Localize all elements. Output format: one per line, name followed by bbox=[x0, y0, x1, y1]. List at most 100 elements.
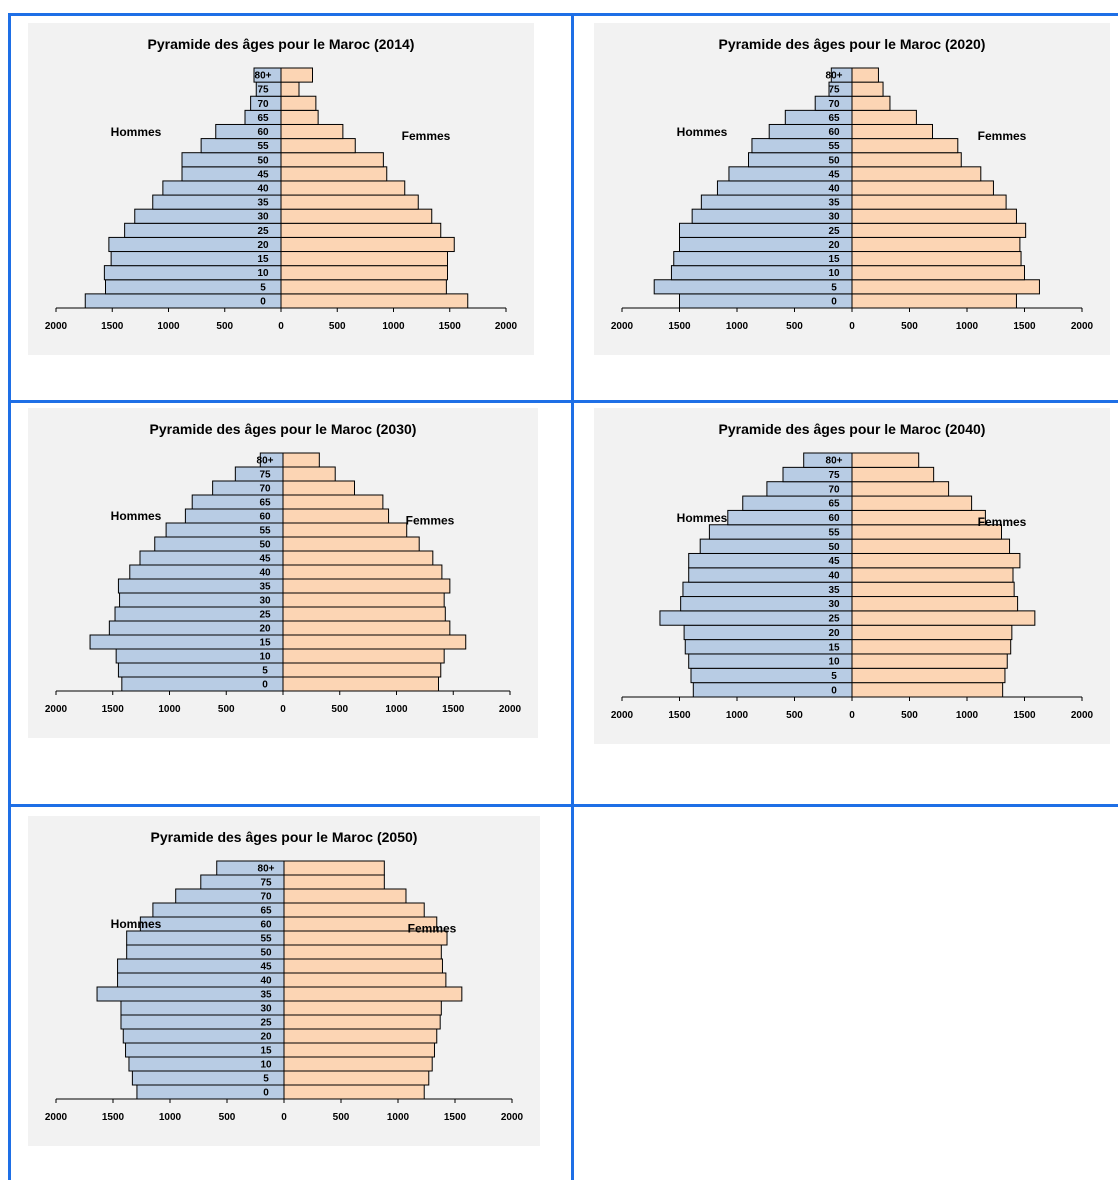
age-label: 65 bbox=[260, 906, 272, 917]
bar-femmes-35 bbox=[280, 194, 419, 210]
x-tick-label: 2000 bbox=[501, 1112, 524, 1123]
x-tick-label: 2000 bbox=[1071, 710, 1094, 721]
bar-femmes-30 bbox=[283, 1000, 442, 1016]
bar-femmes-40 bbox=[851, 180, 994, 196]
bar-femmes-60 bbox=[280, 123, 344, 140]
bar-femmes-30 bbox=[282, 592, 445, 608]
age-label: 15 bbox=[257, 254, 269, 265]
age-label: 80+ bbox=[826, 456, 843, 467]
bar-femmes-35 bbox=[283, 986, 463, 1002]
x-tick-label: 500 bbox=[218, 704, 235, 715]
bar-femmes-75 bbox=[851, 81, 884, 97]
age-label: 70 bbox=[828, 99, 840, 110]
bar-femmes-35 bbox=[851, 194, 1007, 210]
age-label: 5 bbox=[831, 282, 837, 293]
bar-hommes-20 bbox=[108, 236, 282, 253]
bar-femmes-15 bbox=[851, 639, 1012, 655]
age-label: 0 bbox=[262, 680, 268, 691]
bar-hommes-20 bbox=[683, 624, 853, 641]
x-tick-label: 1500 bbox=[101, 321, 124, 332]
bar-femmes-45 bbox=[282, 550, 434, 566]
age-label: 60 bbox=[828, 513, 840, 524]
bar-femmes-50 bbox=[851, 152, 962, 168]
age-label: 55 bbox=[260, 934, 272, 945]
age-label: 45 bbox=[828, 556, 840, 567]
chart-2050: Pyramide des âges pour le Maroc (2050) 0 5… bbox=[28, 816, 540, 1146]
x-tick-label: 500 bbox=[901, 710, 918, 721]
age-label: 80+ bbox=[255, 71, 272, 82]
bar-femmes-60 bbox=[851, 123, 933, 140]
age-label: 75 bbox=[828, 470, 840, 481]
chart-2014: Pyramide des âges pour le Maroc (2014) 0 5… bbox=[28, 23, 534, 355]
bar-femmes-75 bbox=[283, 874, 385, 890]
bar-femmes-5 bbox=[851, 279, 1040, 295]
bar-femmes-40 bbox=[283, 972, 447, 988]
age-label: 60 bbox=[828, 127, 840, 138]
bar-femmes-15 bbox=[851, 251, 1022, 267]
bar-femmes-0 bbox=[280, 293, 469, 309]
bar-hommes-35 bbox=[117, 578, 284, 594]
bar-hommes-0 bbox=[679, 293, 853, 309]
age-label: 50 bbox=[259, 540, 271, 551]
age-label: 35 bbox=[828, 198, 840, 209]
bar-femmes-80+ bbox=[280, 67, 313, 83]
bar-femmes-10 bbox=[280, 265, 448, 281]
bar-hommes-25 bbox=[114, 606, 284, 622]
bar-femmes-40 bbox=[282, 564, 443, 580]
bar-femmes-5 bbox=[851, 667, 1006, 684]
bar-femmes-0 bbox=[851, 293, 1017, 309]
age-label: 45 bbox=[259, 554, 271, 565]
bar-femmes-50 bbox=[280, 152, 384, 168]
age-label: 25 bbox=[828, 614, 840, 625]
grid-line-row2 bbox=[8, 804, 1118, 807]
age-label: 75 bbox=[257, 85, 269, 96]
x-tick-label: 1500 bbox=[1013, 321, 1036, 332]
hommes-label: Hommes bbox=[111, 509, 162, 523]
age-label: 40 bbox=[260, 976, 272, 987]
bar-femmes-65 bbox=[282, 494, 384, 510]
bar-hommes-65 bbox=[784, 109, 853, 125]
x-tick-label: 1500 bbox=[1013, 710, 1036, 721]
age-label: 45 bbox=[828, 169, 840, 180]
grid-line-left bbox=[8, 13, 11, 1180]
x-tick-label: 1500 bbox=[442, 704, 465, 715]
femmes-label: Femmes bbox=[402, 129, 451, 143]
age-label: 10 bbox=[828, 268, 840, 279]
x-tick-label: 1000 bbox=[159, 1112, 182, 1123]
bar-hommes-30 bbox=[680, 596, 853, 612]
age-label: 15 bbox=[259, 638, 271, 649]
age-label: 35 bbox=[828, 585, 840, 596]
age-label: 25 bbox=[828, 226, 840, 237]
age-label: 5 bbox=[260, 282, 266, 293]
x-tick-label: 0 bbox=[849, 321, 855, 332]
bar-femmes-20 bbox=[282, 620, 451, 636]
age-label: 70 bbox=[259, 484, 271, 495]
bar-femmes-45 bbox=[851, 166, 982, 182]
x-tick-label: 1000 bbox=[387, 1112, 410, 1123]
bar-hommes-0 bbox=[692, 682, 853, 698]
bar-hommes-20 bbox=[108, 620, 284, 636]
femmes-label: Femmes bbox=[406, 513, 455, 527]
bar-femmes-65 bbox=[851, 495, 973, 511]
bar-femmes-60 bbox=[851, 509, 986, 526]
bar-hommes-5 bbox=[131, 1070, 285, 1086]
age-label: 60 bbox=[259, 512, 271, 523]
bar-femmes-20 bbox=[851, 236, 1021, 253]
bar-femmes-75 bbox=[280, 81, 300, 97]
age-label: 0 bbox=[263, 1088, 269, 1099]
age-label: 70 bbox=[257, 99, 269, 110]
x-tick-label: 500 bbox=[329, 321, 346, 332]
bar-femmes-55 bbox=[851, 138, 959, 154]
age-label: 5 bbox=[831, 671, 837, 682]
bar-femmes-45 bbox=[851, 552, 1021, 569]
x-tick-label: 500 bbox=[901, 321, 918, 332]
x-tick-label: 1500 bbox=[668, 321, 691, 332]
age-label: 65 bbox=[257, 113, 269, 124]
x-tick-label: 2000 bbox=[499, 704, 522, 715]
x-tick-label: 1500 bbox=[102, 1112, 125, 1123]
bar-hommes-5 bbox=[105, 279, 282, 295]
age-label: 60 bbox=[260, 920, 272, 931]
chart-title: Pyramide des âges pour le Maroc (2040) bbox=[719, 421, 986, 437]
age-label: 25 bbox=[259, 610, 271, 621]
age-label: 65 bbox=[828, 113, 840, 124]
